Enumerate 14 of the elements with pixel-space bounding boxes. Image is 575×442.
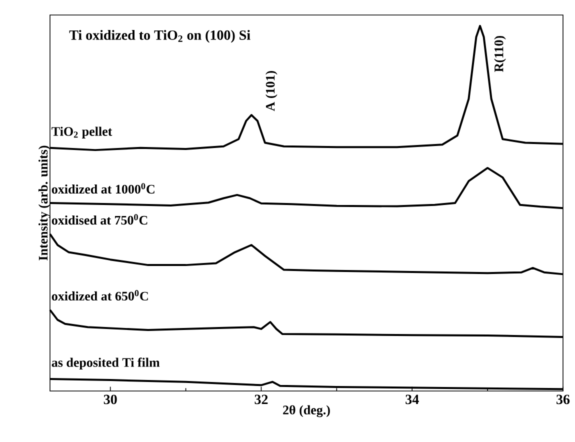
series-label: as deposited Ti film	[52, 358, 160, 370]
series-label: oxidised at 750$^{0}$C	[52, 214, 148, 225]
annotation: A (101)	[266, 70, 278, 112]
y-axis-title: Intensity (arb. units)	[38, 146, 50, 260]
x-tick-label: 32	[254, 394, 268, 404]
series-label: oxidized at 650$^{0}$C	[52, 290, 148, 301]
chart-title: Ti oxidized to TiO$_{2}$ on (100) Si	[69, 30, 250, 43]
x-axis-title: 2θ (deg.)	[283, 405, 330, 418]
series-label: TiO$_{2}$ pellet	[52, 126, 112, 138]
series-label: oxidized at 1000$^{0}$C	[52, 183, 154, 194]
x-tick-label: 30	[104, 394, 117, 404]
x-tick-label: 34	[406, 394, 419, 404]
x-tick-label: 36	[556, 394, 570, 404]
annotation: R(110)	[494, 36, 506, 72]
